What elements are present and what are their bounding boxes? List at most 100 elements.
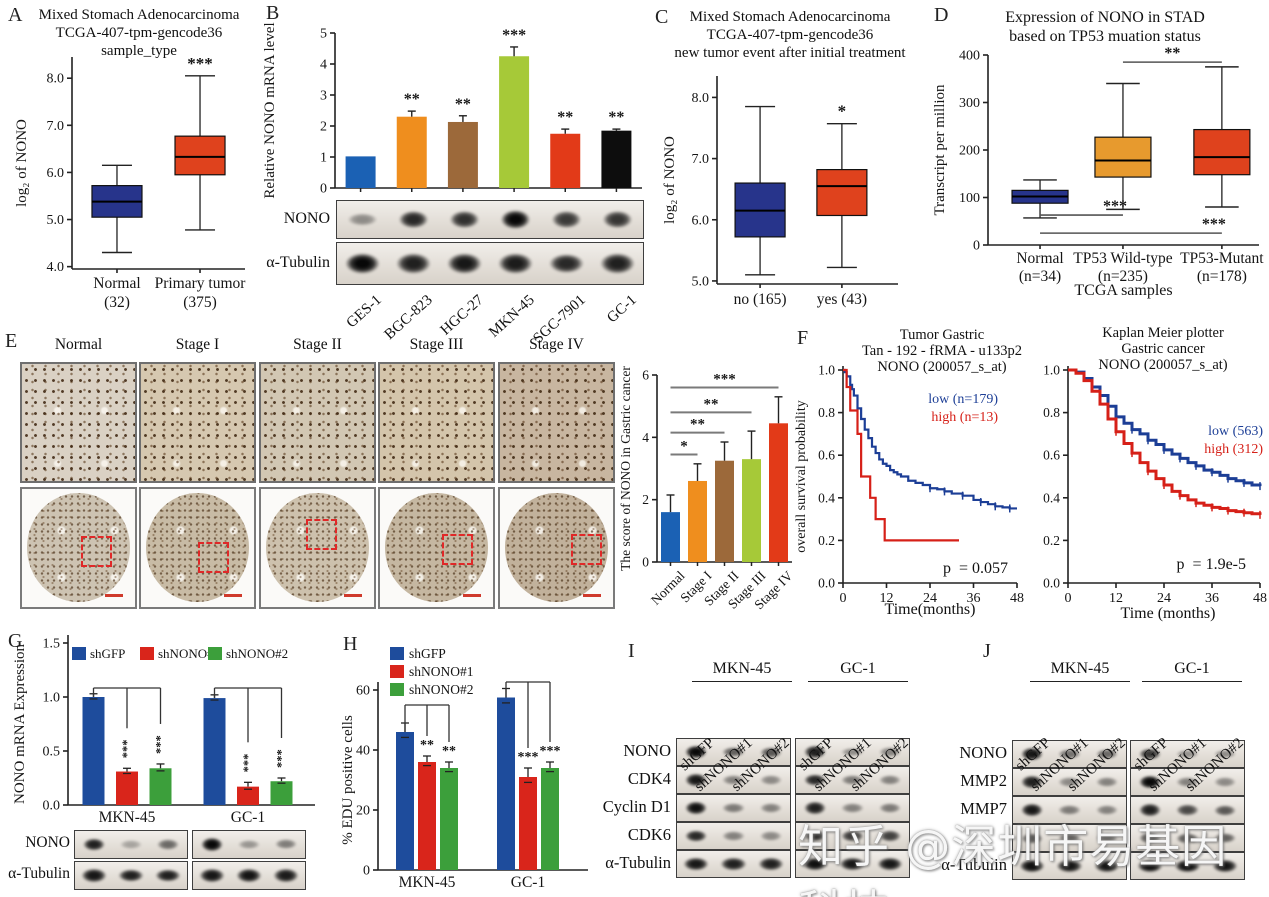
panel-c-label: C [655, 6, 669, 28]
scale-bar [344, 593, 362, 597]
panel-a-title-line2: TCGA-407-tpm-gencode36 [55, 25, 223, 41]
svg-text:The score of NONO in Gastric c: The score of NONO in Gastric cancer [618, 366, 633, 571]
svg-text:0.8: 0.8 [818, 405, 835, 420]
panel-a-title: Mixed Stomach Adenocarcinoma TCGA-407-tp… [26, 6, 252, 60]
svg-text:300: 300 [959, 96, 980, 111]
km-left-legend-low: low (n=179) [928, 392, 998, 407]
svg-text:36: 36 [1205, 591, 1219, 606]
blot-row-label: CDK6 [627, 825, 671, 844]
blot-box [192, 830, 306, 859]
svg-text:3: 3 [320, 89, 327, 104]
panel-d-label: D [934, 4, 949, 26]
blot-box [795, 794, 910, 822]
svg-text:4.0: 4.0 [47, 260, 65, 275]
svg-text:shNONO#1: shNONO#1 [158, 646, 220, 661]
panel-d-title-line2: based on TP53 muation status [1009, 28, 1201, 45]
panel-j-underline-2 [1142, 681, 1242, 682]
blot-band [682, 772, 709, 788]
ihc-core-stage-ii [259, 487, 376, 609]
blot-band [1018, 774, 1045, 790]
roi-red-dashed-box [306, 518, 338, 550]
tissue-core [265, 492, 370, 603]
blot-band [801, 744, 828, 760]
km-left-pvalue: p = 0.057 [942, 560, 1008, 577]
blot-band [875, 856, 906, 872]
blot-band [1172, 858, 1203, 874]
blot-band [80, 836, 107, 853]
panel-b-label: B [266, 2, 280, 24]
panel-i-underline-1 [692, 681, 792, 682]
svg-text:60: 60 [356, 684, 370, 699]
blot-band [1018, 831, 1045, 845]
svg-text:6: 6 [642, 368, 649, 383]
blot-band [546, 251, 587, 276]
blot-box [74, 830, 188, 859]
blot-band [1174, 776, 1201, 788]
svg-text:***: *** [1103, 198, 1127, 215]
blot-row-label: NONO [25, 834, 70, 851]
tissue-core [145, 492, 250, 603]
blot-band [720, 830, 747, 842]
svg-text:8.0: 8.0 [692, 91, 710, 106]
blot-band [720, 745, 747, 759]
blot-row-label: MMP2 [960, 771, 1007, 790]
blot-row-label: NONO [623, 741, 671, 760]
svg-text:MKN-45: MKN-45 [99, 809, 156, 826]
svg-text:Relative NONO mRNA level: Relative NONO mRNA level [262, 22, 278, 198]
panel-h-barchart: 0 20 40 60 % EDU positive cells ** ** MKN-45 ***… [340, 646, 588, 891]
blot-row-label: α-Tubulin [605, 853, 671, 872]
blot-band [235, 839, 263, 850]
km-right-title-line2: Gastric cancer [1121, 341, 1205, 357]
panel-g-label: G [8, 630, 23, 652]
svg-text:no (165): no (165) [734, 291, 787, 308]
blot-band [1174, 831, 1201, 845]
svg-text:TP53 Wild-type: TP53 Wild-type [1073, 250, 1173, 267]
svg-text:0: 0 [840, 591, 847, 606]
blot-band [117, 839, 145, 850]
blot-box [676, 766, 791, 794]
svg-text:shNONO#2: shNONO#2 [409, 682, 474, 697]
svg-text:**: ** [608, 109, 624, 126]
blot-band [1136, 802, 1163, 818]
blot-row-label: CDK4 [627, 769, 671, 788]
km-left-xlabel: Time(months) [884, 601, 976, 618]
blot-band [446, 209, 483, 230]
svg-text:GC-1: GC-1 [231, 809, 265, 826]
svg-text:2: 2 [320, 120, 327, 135]
blot-box [1012, 768, 1127, 796]
svg-text:**: ** [420, 738, 434, 753]
svg-text:***: *** [120, 740, 134, 759]
roi-red-dashed-box [442, 533, 474, 565]
blot-band [273, 838, 300, 851]
blot-band [876, 774, 904, 786]
svg-text:overall survival probability: overall survival probability [794, 400, 809, 552]
blot-band [1018, 746, 1045, 762]
svg-text:shGFP: shGFP [90, 646, 125, 661]
blot-box [1130, 852, 1245, 880]
svg-text:48: 48 [1010, 591, 1024, 606]
blot-band [718, 856, 749, 872]
ihc-image-stage-iii-high-mag [378, 362, 495, 483]
blot-band [1211, 776, 1239, 788]
panel-a-label: A [8, 4, 23, 26]
blot-band [1093, 804, 1121, 816]
svg-text:5.0: 5.0 [47, 213, 65, 228]
svg-text:5.0: 5.0 [692, 274, 710, 289]
svg-text:48: 48 [1253, 591, 1267, 606]
blot-box [336, 242, 644, 285]
blot-band [1174, 748, 1201, 760]
blot-box [676, 738, 791, 766]
svg-text:4: 4 [320, 58, 327, 73]
blot-box [795, 850, 910, 878]
km-right-title-line1: Kaplan Meier plotter [1102, 325, 1224, 341]
blot-band [1056, 831, 1083, 845]
svg-text:0.2: 0.2 [1043, 533, 1060, 548]
ihc-image-stage-ii-high-mag [259, 362, 376, 483]
panel-a-title-line1: Mixed Stomach Adenocarcinoma [38, 7, 240, 23]
svg-text:100: 100 [959, 191, 980, 206]
km-left-title-line2: Tan - 192 - fRMA - u133p2 [861, 343, 1023, 359]
blot-band [198, 836, 225, 853]
svg-text:40: 40 [356, 744, 370, 759]
svg-text:***: *** [540, 744, 561, 759]
ihc-image-stage-iv-high-mag [498, 362, 615, 483]
